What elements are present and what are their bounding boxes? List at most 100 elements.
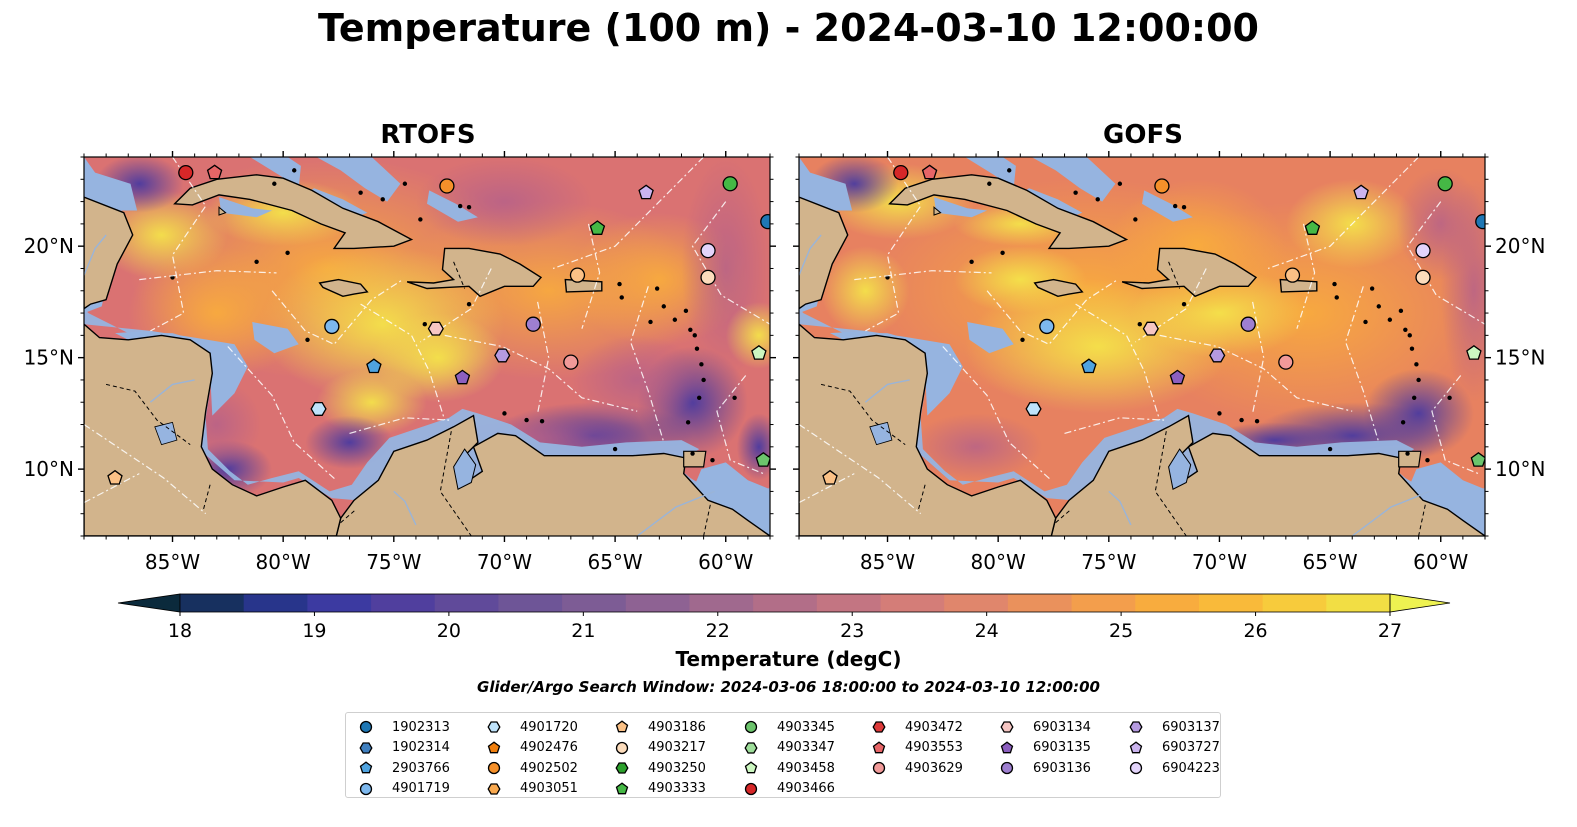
x-tick-label: 65°W xyxy=(1302,550,1357,574)
legend-entry: 6904223 xyxy=(1124,758,1220,779)
legend-entry: 4903217 xyxy=(610,738,706,759)
colorbar-bin xyxy=(180,594,245,612)
float-marker xyxy=(700,269,716,286)
legend-entry-label: 4903345 xyxy=(777,719,835,735)
float-marker xyxy=(1039,318,1055,335)
legend-entry-label: 1902313 xyxy=(392,719,450,735)
puerto-rico-land xyxy=(1279,278,1318,293)
float-marker xyxy=(722,176,738,192)
x-tick-label: 70°W xyxy=(477,550,532,574)
pentagon-marker-icon xyxy=(1000,741,1014,754)
legend-entry-label: 6903136 xyxy=(1033,760,1091,776)
y-tick-label: 20°N xyxy=(24,234,74,258)
colorbar-bin xyxy=(625,594,690,612)
legend-column: 6903137 6903727 6904223 xyxy=(1124,717,1220,779)
map-axes: 85°W 80°W 75°W 70°W 65°W 60°W 20°N 15°N 10°N xyxy=(24,151,776,574)
float-marker xyxy=(760,214,770,230)
colorbar-tick-label: 22 xyxy=(706,620,730,640)
hexagon-marker-icon xyxy=(1129,721,1143,733)
panel-title-rtofs: RTOFS xyxy=(380,120,476,150)
legend-entry-label: 4903250 xyxy=(648,760,706,776)
float-marker xyxy=(494,348,511,363)
hexagon-marker-icon xyxy=(487,721,501,733)
float-marker xyxy=(921,164,938,180)
legend-entry-label: 4903472 xyxy=(905,719,963,735)
hexagon-marker-icon xyxy=(872,721,886,733)
float-marker xyxy=(638,184,654,200)
float-marker xyxy=(1415,242,1431,259)
legend-entry-label: 4903466 xyxy=(777,781,835,797)
hexagon-marker-icon xyxy=(615,762,629,774)
colorbar-bin xyxy=(562,594,627,612)
legend-entry: 4903472 xyxy=(867,717,963,738)
pentagon-marker-icon xyxy=(359,761,373,774)
legend-entry-label: 4903629 xyxy=(905,760,963,776)
float-marker xyxy=(1415,269,1431,286)
legend-entry: 2903766 xyxy=(354,758,450,779)
legend-entry-label: 4903186 xyxy=(648,719,706,735)
legend-entry: 6903727 xyxy=(1124,738,1220,759)
colorbar-extend-min xyxy=(117,593,181,613)
float-marker xyxy=(1025,401,1042,416)
x-tick-label: 75°W xyxy=(1081,550,1136,574)
colorbar-bin xyxy=(880,594,945,612)
float-marker xyxy=(1081,358,1097,374)
map-frame xyxy=(83,156,771,537)
colorbar-tick-label: 24 xyxy=(975,620,999,640)
legend-entry: 6903136 xyxy=(995,758,1091,779)
legend-entry-label: 4902502 xyxy=(520,760,578,776)
float-marker xyxy=(439,178,455,194)
yucatan-land xyxy=(84,196,134,310)
legend-entry-label: 6903137 xyxy=(1162,719,1220,735)
panel-title-gofs: GOFS xyxy=(1103,120,1183,150)
y-tick-label: 15°N xyxy=(1495,346,1545,370)
circle-marker-icon xyxy=(487,762,501,775)
circle-marker-icon xyxy=(359,721,373,734)
legend-entry: 4901720 xyxy=(482,717,578,738)
colorbar-bin xyxy=(371,594,436,612)
float-marker xyxy=(822,469,838,485)
y-tick-label: 20°N xyxy=(1495,234,1545,258)
figure-title: Temperature (100 m) - 2024-03-10 12:00:0… xyxy=(317,6,1259,50)
pentagon-marker-icon xyxy=(872,741,886,754)
map-panels: 85°W 80°W 75°W 70°W 65°W 60°W 20°N 15°N 10°N 85°… xyxy=(24,151,1545,574)
map-frame xyxy=(798,156,1486,537)
map-axes: 85°W 80°W 75°W 70°W 65°W 60°W 20°N 15°N 10°N xyxy=(793,151,1545,574)
pentagon-marker-icon xyxy=(615,720,629,733)
colorbar-bin xyxy=(753,594,818,612)
float-marker xyxy=(755,451,770,467)
float-marker xyxy=(893,164,909,181)
legend-entry: 4903186 xyxy=(610,717,706,738)
pentagon-marker-icon xyxy=(487,741,501,754)
x-tick-label: 80°W xyxy=(971,550,1026,574)
legend-entry: 4903629 xyxy=(867,758,963,779)
colorbar-tick-label: 19 xyxy=(302,620,326,640)
float-marker xyxy=(1154,178,1170,194)
legend-entry-label: 4901719 xyxy=(392,781,450,797)
legend-entry-label: 6903135 xyxy=(1033,740,1091,756)
colorbar-tick-label: 23 xyxy=(840,620,864,640)
float-marker xyxy=(1209,348,1226,363)
cuba-land xyxy=(173,174,414,250)
legend-column: 4903186 4903217 4903250 4903333 xyxy=(610,717,706,799)
cuba-land xyxy=(888,174,1129,250)
pentagon-marker-icon xyxy=(744,761,758,774)
legend-entry-label: 4903458 xyxy=(777,760,835,776)
x-tick-label: 75°W xyxy=(366,550,421,574)
legend-entry: 4903553 xyxy=(867,738,963,759)
x-tick-label: 60°W xyxy=(698,550,753,574)
hispaniola-land xyxy=(406,247,543,298)
legend-entry: 4903051 xyxy=(482,779,578,800)
legend-entry: 4903347 xyxy=(739,738,835,759)
legend-entry: 4902502 xyxy=(482,758,578,779)
south-america-land xyxy=(333,414,770,536)
float-marker xyxy=(107,469,123,485)
x-tick-label: 85°W xyxy=(145,550,200,574)
float-marker xyxy=(1353,184,1369,200)
jamaica-land xyxy=(1033,278,1084,298)
legend-entry: 1902313 xyxy=(354,717,450,738)
hispaniola-land xyxy=(1121,247,1258,298)
y-tick-label: 10°N xyxy=(1495,457,1545,481)
x-tick-label: 65°W xyxy=(587,550,642,574)
float-marker xyxy=(427,321,444,336)
